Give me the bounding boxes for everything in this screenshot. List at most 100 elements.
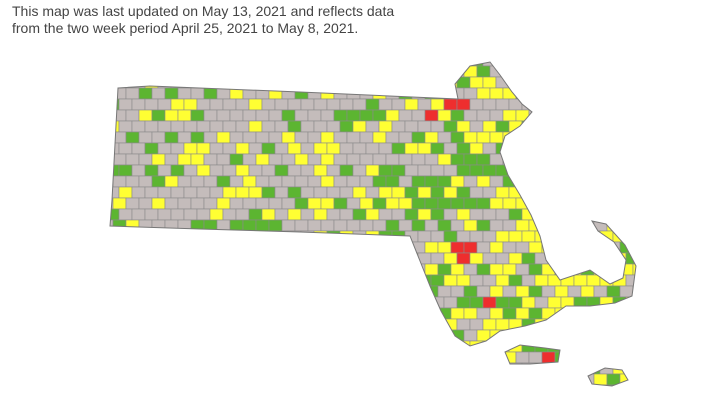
town: [567, 373, 582, 386]
town: [300, 252, 315, 265]
town: [547, 230, 562, 243]
town: [573, 186, 588, 199]
town: [612, 76, 627, 89]
town: [580, 241, 595, 254]
town: [619, 175, 634, 188]
town: [482, 340, 497, 353]
town: [110, 252, 120, 265]
town: [287, 120, 302, 133]
town: [521, 62, 536, 67]
town: [430, 120, 445, 133]
town: [417, 340, 432, 353]
town: [359, 87, 374, 100]
town: [437, 263, 452, 276]
town: [294, 329, 309, 342]
town: [495, 120, 510, 133]
town: [326, 62, 341, 67]
town: [372, 87, 387, 100]
town: [294, 197, 309, 210]
town: [151, 241, 166, 254]
town: [528, 197, 543, 210]
town: [209, 62, 224, 67]
town: [164, 351, 179, 364]
town: [482, 208, 497, 221]
town: [190, 263, 205, 276]
town: [333, 263, 348, 276]
town: [404, 164, 419, 177]
town: [216, 109, 231, 122]
town: [203, 131, 218, 144]
town: [294, 241, 309, 254]
town: [489, 351, 504, 364]
town: [118, 318, 133, 331]
town: [125, 109, 140, 122]
town: [528, 263, 543, 276]
town: [502, 263, 517, 276]
town: [157, 186, 172, 199]
town: [385, 241, 400, 254]
town: [313, 384, 328, 386]
town: [599, 296, 614, 309]
town: [255, 197, 270, 210]
town: [573, 208, 588, 221]
town: [378, 318, 393, 331]
town: [190, 241, 205, 254]
town: [222, 230, 237, 243]
town: [131, 274, 146, 287]
town: [268, 219, 283, 232]
town: [190, 197, 205, 210]
town: [307, 307, 322, 320]
town: [144, 340, 159, 353]
town: [242, 263, 257, 276]
town: [346, 351, 361, 364]
town: [547, 186, 562, 199]
town: [281, 373, 296, 386]
town: [261, 120, 276, 133]
town: [378, 208, 393, 221]
town: [372, 285, 387, 298]
town: [183, 76, 198, 89]
town: [639, 297, 652, 308]
town: [573, 318, 588, 331]
town: [443, 186, 458, 199]
town: [281, 197, 296, 210]
town: [463, 109, 478, 122]
town: [144, 318, 159, 331]
town: [437, 351, 452, 364]
town: [456, 296, 471, 309]
town: [372, 373, 387, 386]
town: [170, 98, 185, 111]
town: [456, 362, 471, 375]
town: [294, 131, 309, 144]
town: [255, 65, 270, 78]
town: [287, 340, 302, 353]
town: [463, 87, 478, 100]
town: [190, 351, 205, 364]
town: [248, 120, 263, 133]
town: [177, 109, 192, 122]
town: [209, 120, 224, 133]
caption-line: This map was last updated on May 13, 202…: [12, 3, 395, 19]
town: [541, 285, 556, 298]
town: [248, 164, 263, 177]
town: [625, 62, 636, 67]
town: [229, 175, 244, 188]
town: [612, 186, 627, 199]
town: [502, 87, 517, 100]
town: [112, 197, 127, 210]
town: [196, 98, 211, 111]
town: [164, 241, 179, 254]
town: [268, 351, 283, 364]
town: [469, 164, 484, 177]
town: [599, 76, 614, 89]
town: [365, 296, 380, 309]
town: [242, 307, 257, 320]
town: [138, 219, 153, 232]
town: [528, 351, 543, 364]
town: [359, 153, 374, 166]
town: [170, 384, 185, 386]
town: [235, 340, 250, 353]
town: [476, 241, 491, 254]
town: [476, 351, 491, 364]
town: [411, 329, 426, 342]
